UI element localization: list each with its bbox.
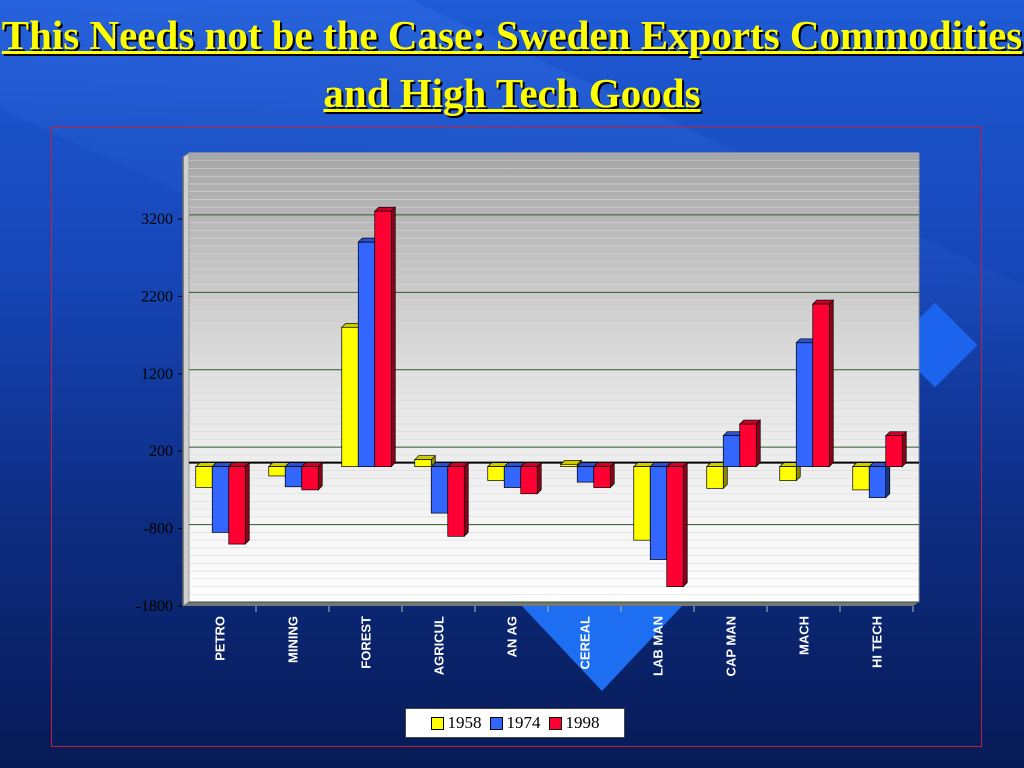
bar <box>520 466 538 495</box>
legend-swatch <box>430 716 444 730</box>
x-tick-label: CAP MAN <box>724 616 739 676</box>
bar <box>739 423 757 468</box>
bar-side <box>885 461 891 499</box>
chart-frame <box>51 126 982 747</box>
bar <box>576 466 595 483</box>
bar <box>341 326 359 468</box>
bar <box>560 463 578 468</box>
bar-top <box>738 419 762 425</box>
bar-top <box>884 431 908 437</box>
bar-side <box>828 299 834 468</box>
bar <box>487 466 505 481</box>
legend-item-1974: 1974 <box>489 713 541 733</box>
bar <box>301 466 319 491</box>
bar-top <box>665 462 689 468</box>
bar <box>268 466 286 477</box>
bar-side <box>682 461 688 588</box>
x-tick-label: PETRO <box>213 616 228 661</box>
x-tick-label: MACH <box>797 616 812 655</box>
legend: 1958 1974 1998 <box>405 708 625 738</box>
bar <box>284 466 303 488</box>
y-tick-label: -1800 <box>136 598 173 615</box>
bar <box>593 466 611 488</box>
x-tick-label: FOREST <box>359 616 374 669</box>
bar-side <box>536 461 542 495</box>
bar-side <box>463 461 469 538</box>
plot-side-wall <box>182 152 190 607</box>
bar <box>357 241 376 468</box>
y-tick-label: 1200 <box>141 366 173 383</box>
legend-item-1958: 1958 <box>430 713 482 733</box>
bar-top <box>373 206 397 212</box>
y-tick-label: -800 <box>144 521 173 538</box>
bar-top <box>592 462 616 468</box>
bar-side <box>244 461 250 545</box>
x-tick-label: CEREAL <box>578 616 593 670</box>
bar-side <box>317 461 323 491</box>
bar <box>374 210 392 468</box>
bar-top <box>227 462 251 468</box>
legend-label: 1958 <box>447 713 482 732</box>
bar <box>885 435 903 468</box>
bar <box>430 466 449 514</box>
x-tick-label: MINING <box>286 616 301 663</box>
bar <box>852 466 870 491</box>
bar <box>722 435 741 468</box>
bar <box>228 466 246 545</box>
y-tick-label: 2200 <box>141 288 173 305</box>
y-tick-label: 3200 <box>141 211 173 228</box>
bar-top <box>446 462 470 468</box>
bar-side <box>901 430 907 468</box>
bar <box>503 466 522 488</box>
bar <box>795 342 814 468</box>
bar-top <box>811 299 835 305</box>
bar-top <box>300 462 324 468</box>
legend-label: 1998 <box>565 713 600 732</box>
bar <box>666 466 684 587</box>
y-tick-label: 200 <box>149 443 173 460</box>
bar <box>633 466 651 541</box>
bar-top <box>519 462 543 468</box>
bar <box>414 459 432 468</box>
bar-side <box>755 419 761 468</box>
x-tick-label: HI TECH <box>870 616 885 668</box>
bar <box>812 303 830 468</box>
legend-label: 1974 <box>506 713 541 732</box>
bar <box>649 466 668 560</box>
plot-floor <box>183 602 919 606</box>
decorative-triangle <box>522 606 682 691</box>
bar <box>868 466 887 498</box>
legend-item-1998: 1998 <box>548 713 600 733</box>
x-tick-label: AGRICUL <box>432 616 447 675</box>
bar <box>195 466 213 488</box>
legend-swatch <box>489 716 503 730</box>
bar <box>211 466 230 533</box>
x-tick-label: LAB MAN <box>651 616 666 676</box>
slide-title: This Needs not be the Case: Sweden Expor… <box>1 12 1023 116</box>
bar-top <box>559 459 583 465</box>
legend-swatch <box>548 716 562 730</box>
bar <box>779 466 797 481</box>
bar <box>447 466 465 537</box>
bar <box>706 466 724 489</box>
bar-top <box>413 455 437 461</box>
x-tick-label: AN AG <box>505 616 520 657</box>
bar-side <box>390 206 396 468</box>
